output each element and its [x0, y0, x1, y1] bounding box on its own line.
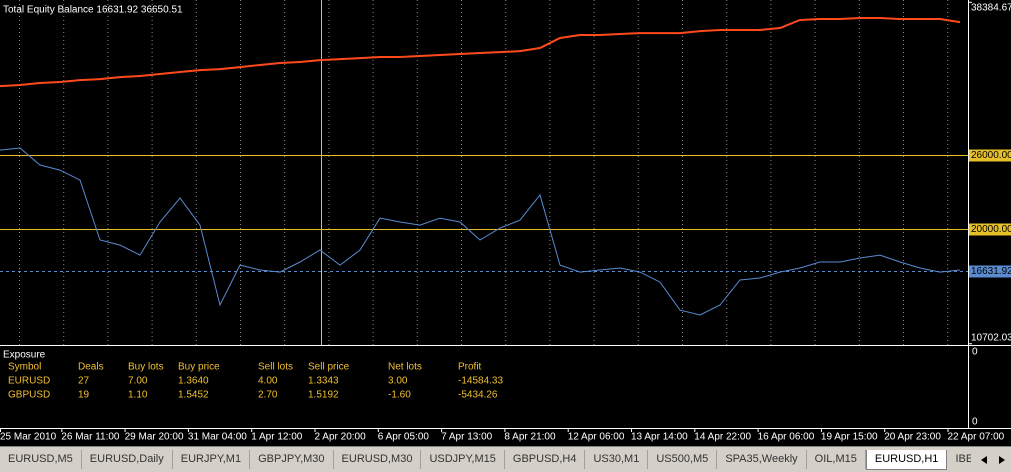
- chart-tab[interactable]: SPA35,Weekly: [717, 450, 807, 469]
- terminal-chart: Total Equity Balance 16631.92 36650.51 E…: [0, 0, 1011, 446]
- chart-tab[interactable]: USDJPY,M15: [421, 450, 505, 469]
- y-tick-label: 10702.03: [971, 333, 1011, 344]
- level-label-box: [969, 223, 1011, 236]
- exposure-header: Symbol: [8, 362, 41, 373]
- time-label: 13 Apr 14:00: [631, 432, 688, 443]
- current-label-box: [969, 265, 1011, 278]
- chart-tab[interactable]: GBPUSD,H4: [505, 450, 586, 469]
- level-label: 20000.00: [971, 224, 1011, 235]
- time-label: 8 Apr 21:00: [504, 432, 556, 443]
- time-label: 6 Apr 05:00: [378, 432, 430, 443]
- level-label-box: [969, 149, 1011, 162]
- exposure-cell: 4.00: [258, 376, 278, 387]
- chart-tab[interactable]: EURUSD,M30: [334, 450, 422, 469]
- chart-tab[interactable]: EURUSD,M5: [0, 450, 82, 469]
- tab-scroll[interactable]: [971, 447, 1011, 472]
- scroll-right[interactable]: [999, 456, 1005, 464]
- exposure-cell: -14584.33: [458, 376, 503, 387]
- series-line: [0, 17, 961, 88]
- exposure-header: Net lots: [388, 362, 422, 373]
- y-tick-label: 38384.67: [971, 3, 1011, 14]
- time-label: 25 Mar 2010: [0, 432, 57, 443]
- exposure-header: Buy price: [178, 362, 220, 373]
- exposure-cell: 1.3343: [308, 376, 339, 387]
- time-label: 14 Apr 22:00: [694, 432, 751, 443]
- exposure-header: Deals: [78, 362, 104, 373]
- time-label: 16 Apr 06:00: [758, 432, 815, 443]
- background: [0, 0, 1011, 446]
- chart-tab[interactable]: GBPJPY,M30: [250, 450, 334, 469]
- chart-tab[interactable]: US30,M1: [585, 450, 649, 469]
- exposure-cell: 1.5192: [308, 390, 339, 401]
- time-label: 2 Apr 20:00: [315, 432, 367, 443]
- exposure-scale-label: 0: [972, 417, 978, 428]
- exposure-header: Buy lots: [128, 362, 164, 373]
- exposure-scale-label: 0: [972, 347, 978, 358]
- time-label: 19 Apr 15:00: [821, 432, 878, 443]
- exposure-cell: 3.00: [388, 376, 408, 387]
- exposure-cell: -1.60: [388, 390, 411, 401]
- chart-title: Total Equity Balance 16631.92 36650.51: [3, 5, 183, 16]
- current-label: 16631.92: [971, 266, 1011, 277]
- exposure-cell: 19: [78, 390, 90, 401]
- series-line: [0, 147, 961, 316]
- chart-tab[interactable]: US500,M5: [648, 450, 718, 469]
- exposure-cell: -5434.26: [458, 390, 498, 401]
- exposure-header: Profit: [458, 362, 482, 373]
- exposure-cell: 7.00: [128, 376, 148, 387]
- scroll-left[interactable]: [981, 456, 987, 464]
- exposure-header: Sell lots: [258, 362, 293, 373]
- exposure-title: Exposure: [3, 350, 46, 361]
- time-label: 20 Apr 23:00: [884, 432, 941, 443]
- time-label: 26 Mar 11:00: [61, 432, 120, 443]
- exposure-cell: 27: [78, 376, 90, 387]
- chart-tab[interactable]: EURJPY,M1: [173, 450, 251, 469]
- time-label: 22 Apr 07:00: [948, 432, 1005, 443]
- tab-bar: EURUSD,M5 EURUSD,Daily EURJPY,M1 GBPJPY,M30…: [0, 446, 1011, 472]
- chart-tab[interactable]: EURUSD,H1: [865, 449, 948, 470]
- time-label: 7 Apr 13:00: [441, 432, 493, 443]
- exposure-cell: 1.5452: [178, 390, 209, 401]
- exposure-cell: EURUSD: [8, 376, 50, 387]
- time-label: 12 Apr 06:00: [568, 432, 625, 443]
- time-label: 1 Apr 12:00: [251, 432, 303, 443]
- exposure-header: Sell price: [308, 362, 350, 373]
- time-label: 31 Mar 04:00: [188, 432, 247, 443]
- exposure-cell: GBPUSD: [8, 390, 50, 401]
- chart-tab[interactable]: OIL,M15: [807, 450, 866, 469]
- exposure-cell: 1.3640: [178, 376, 209, 387]
- exposure-cell: 1.10: [128, 390, 148, 401]
- chart-tab[interactable]: EURUSD,Daily: [82, 450, 173, 469]
- level-label: 26000.00: [971, 150, 1011, 161]
- exposure-cell: 2.70: [258, 390, 278, 401]
- time-label: 29 Mar 20:00: [125, 432, 184, 443]
